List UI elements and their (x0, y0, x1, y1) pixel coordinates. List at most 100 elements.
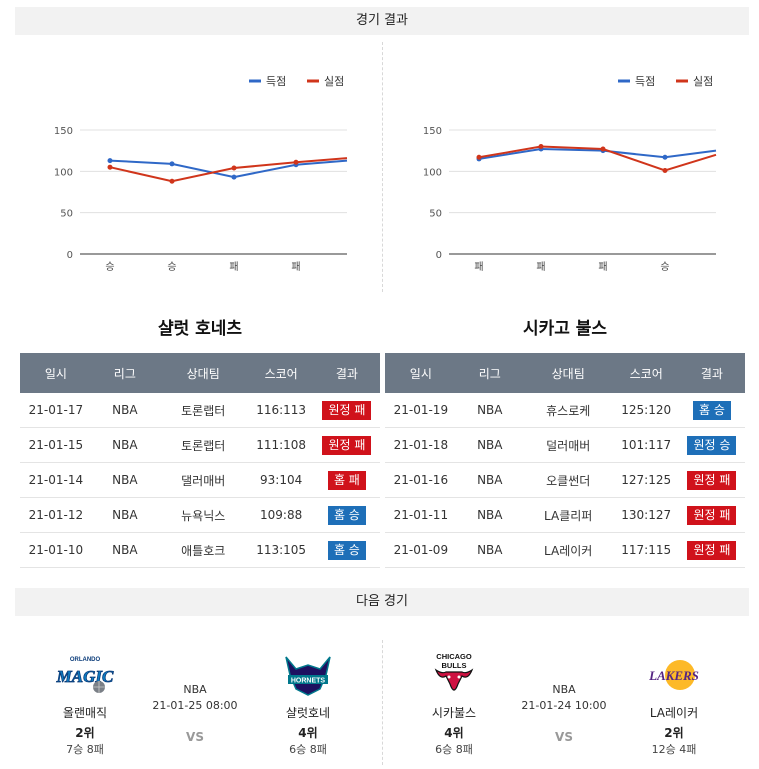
cell-opponent: 토론랩터 (157, 427, 249, 463)
cell-opponent: 댈러매버 (157, 462, 249, 498)
y-tick-label: 0 (436, 250, 442, 261)
team-record: 6승 8패 (289, 743, 327, 756)
y-tick-label: 100 (423, 167, 442, 178)
cell-date: 21-01-11 (385, 497, 457, 533)
data-point (662, 168, 668, 174)
cell-league: NBA (91, 462, 158, 498)
cell-result: 홈 승 (313, 497, 380, 533)
result-badge: 홈 승 (692, 400, 731, 420)
cell-date: 21-01-16 (385, 462, 457, 498)
data-point (231, 174, 237, 180)
team-rank: 4위 (444, 726, 464, 740)
header-league: 리그 (91, 353, 158, 393)
svg-text:HORNETS: HORNETS (291, 678, 326, 685)
data-point (476, 154, 482, 160)
team-name: 샬럿호네 (285, 706, 331, 720)
bulls-logo-icon: CHICAGO BULLS (434, 652, 474, 691)
result-badge: 원정 패 (322, 400, 372, 420)
x-tick-label: 승 (167, 261, 176, 273)
cell-score: 113:105 (248, 532, 314, 568)
vs-label: VS (555, 730, 573, 744)
table-row: 21-01-15 NBA 토론랩터 111:108 원정 패 (20, 427, 380, 463)
cell-score: 125:120 (613, 393, 679, 428)
table-header-row: 일시 리그 상대팀 스코어 결과 (385, 353, 745, 393)
team-record: 7승 8패 (66, 743, 104, 756)
right-chart: 0 50 100 150 패 패 패 승 득점 실점 (384, 60, 744, 285)
cell-result: 홈 승 (313, 532, 380, 568)
svg-text:CHICAGO: CHICAGO (436, 652, 472, 661)
magic-logo-icon: ORLANDO MAGIC (55, 657, 114, 693)
svg-text:MAGIC: MAGIC (56, 667, 114, 686)
cell-result: 원정 승 (678, 427, 745, 463)
cell-date: 21-01-18 (385, 427, 457, 463)
cell-league: NBA (456, 393, 523, 428)
match-datetime: 21-01-24 10:00 (521, 699, 607, 712)
data-point (600, 146, 606, 152)
left-home-team[interactable]: ORLANDO MAGIC 올랜매직 2위 7승 8패 (40, 650, 130, 757)
cell-opponent: 휴스로케 (522, 393, 614, 428)
team-name: 시카불스 (431, 706, 477, 720)
left-line-chart: 0 50 100 150 승 승 패 패 득점 실점 (54, 75, 348, 273)
cell-opponent: 뉴욕닉스 (157, 497, 249, 533)
cell-score: 93:104 (248, 462, 314, 498)
right-home-team[interactable]: CHICAGO BULLS 시카불스 4위 6승 8패 (409, 650, 499, 757)
data-point (169, 161, 175, 167)
y-tick-label: 100 (54, 167, 73, 178)
y-tick-label: 50 (60, 209, 73, 220)
cell-league: NBA (91, 427, 158, 463)
left-chart: 0 50 100 150 승 승 패 패 득점 실점 (15, 60, 375, 285)
match-datetime: 21-01-25 08:00 (152, 699, 238, 712)
svg-text:ORLANDO: ORLANDO (70, 657, 101, 663)
legend-label: 득점 (266, 75, 286, 88)
match-league: NBA (552, 683, 576, 696)
header-opponent: 상대팀 (522, 353, 614, 393)
left-results-table: 일시 리그 상대팀 스코어 결과 21-01-17 NBA 토론랩터 116:113 원… (20, 353, 380, 568)
x-tick-label: 패 (229, 261, 238, 273)
cell-opponent: 덜러매버 (522, 427, 614, 463)
cell-date: 21-01-15 (20, 427, 92, 463)
cell-date: 21-01-12 (20, 497, 92, 533)
right-line-chart: 0 50 100 150 패 패 패 승 득점 실점 (423, 75, 717, 273)
table-row: 21-01-19 NBA 휴스로케 125:120 홈 승 (385, 393, 745, 428)
left-results-body: 21-01-17 NBA 토론랩터 116:113 원정 패 21-01-15 NBA 토론랩… (20, 393, 380, 568)
table-header-row: 일시 리그 상대팀 스코어 결과 (20, 353, 380, 393)
svg-text:LAKERS: LAKERS (648, 668, 699, 683)
x-tick-label: 패 (536, 261, 545, 273)
cell-score: 127:125 (613, 462, 679, 498)
cell-result: 원정 패 (678, 497, 745, 533)
table-row: 21-01-10 NBA 애틀호크 113:105 홈 승 (20, 532, 380, 568)
data-point (107, 158, 113, 164)
y-tick-label: 0 (67, 250, 73, 261)
table-row: 21-01-17 NBA 토론랩터 116:113 원정 패 (20, 393, 380, 428)
result-badge: 원정 승 (687, 435, 737, 455)
data-point (107, 164, 113, 170)
next-game-section-title: 다음 경기 (15, 588, 749, 616)
x-tick-label: 패 (291, 261, 300, 273)
table-row: 21-01-12 NBA 뉴욕닉스 109:88 홈 승 (20, 497, 380, 533)
cell-opponent: 토론랩터 (157, 393, 249, 428)
data-point (662, 154, 668, 160)
right-team-title: 시카고 불스 (522, 319, 608, 339)
cell-opponent: LA클리퍼 (522, 497, 614, 533)
data-point (538, 144, 544, 150)
cell-league: NBA (456, 497, 523, 533)
header-result: 결과 (313, 353, 380, 393)
header-date: 일시 (20, 353, 92, 393)
cell-league: NBA (456, 462, 523, 498)
x-tick-label: 패 (598, 261, 607, 273)
result-badge: 홈 패 (327, 470, 366, 490)
charlotte-hornets-logo: HORNETS (263, 650, 353, 700)
left-away-team[interactable]: HORNETS 샬럿호네 4위 6승 8패 (263, 650, 353, 757)
cell-date: 21-01-09 (385, 532, 457, 568)
right-away-team[interactable]: LAKERS LA레이커 2위 12승 4패 (629, 650, 719, 757)
orlando-magic-logo: ORLANDO MAGIC (40, 650, 130, 700)
vs-label: VS (186, 730, 204, 744)
results-divider (382, 42, 383, 292)
cell-league: NBA (456, 427, 523, 463)
cell-league: NBA (91, 393, 158, 428)
data-point (169, 178, 175, 184)
result-badge: 원정 패 (687, 540, 737, 560)
header-league: 리그 (456, 353, 523, 393)
cell-score: 109:88 (248, 497, 314, 533)
results-section-title: 경기 결과 (15, 7, 749, 35)
